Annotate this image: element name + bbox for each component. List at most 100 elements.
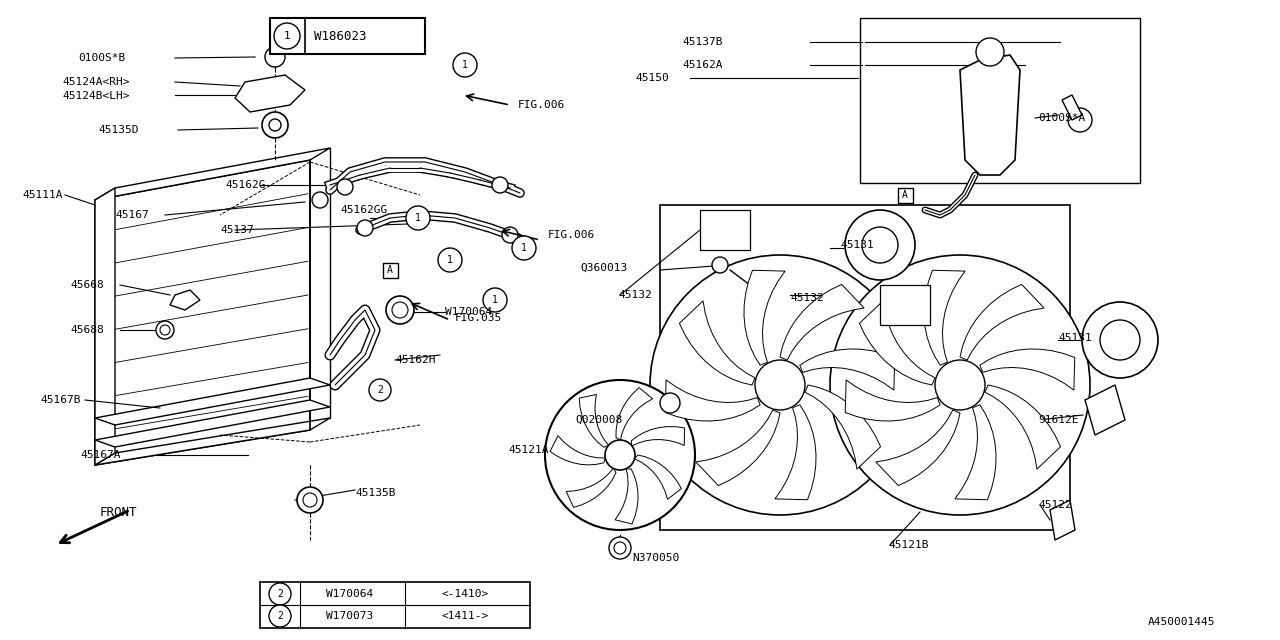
- Text: W170064: W170064: [326, 589, 374, 599]
- Polygon shape: [1085, 385, 1125, 435]
- Circle shape: [265, 47, 285, 67]
- Text: Q360013: Q360013: [580, 263, 627, 273]
- Polygon shape: [614, 468, 637, 524]
- Text: 45132: 45132: [618, 290, 652, 300]
- Polygon shape: [960, 284, 1044, 360]
- Text: 45162G: 45162G: [225, 180, 265, 190]
- Polygon shape: [236, 75, 305, 112]
- Bar: [700, 210, 750, 250]
- Polygon shape: [550, 436, 605, 465]
- Polygon shape: [170, 290, 200, 310]
- Circle shape: [650, 255, 910, 515]
- Circle shape: [660, 393, 680, 413]
- Bar: [860, 18, 1140, 183]
- Text: N370050: N370050: [632, 553, 680, 563]
- Circle shape: [387, 296, 413, 324]
- Text: 2: 2: [276, 589, 283, 599]
- Text: 0100S*A: 0100S*A: [1038, 113, 1085, 123]
- Text: 45167: 45167: [115, 210, 148, 220]
- Circle shape: [545, 380, 695, 530]
- Bar: [383, 262, 398, 278]
- Text: W170073: W170073: [326, 611, 374, 621]
- Circle shape: [755, 360, 805, 410]
- Circle shape: [861, 227, 899, 263]
- Bar: [260, 582, 530, 628]
- Text: W170064: W170064: [445, 307, 493, 317]
- Circle shape: [483, 288, 507, 312]
- Circle shape: [274, 23, 300, 49]
- Circle shape: [392, 302, 408, 318]
- Circle shape: [977, 38, 1004, 66]
- Polygon shape: [979, 349, 1075, 390]
- Circle shape: [269, 583, 291, 605]
- Circle shape: [512, 236, 536, 260]
- Circle shape: [609, 537, 631, 559]
- Bar: [270, 18, 425, 54]
- Text: FIG.006: FIG.006: [548, 230, 595, 240]
- Text: 45131: 45131: [840, 240, 874, 250]
- Polygon shape: [859, 301, 934, 385]
- Text: FRONT: FRONT: [100, 506, 137, 518]
- Text: Q020008: Q020008: [575, 415, 622, 425]
- Text: 1: 1: [521, 243, 527, 253]
- Polygon shape: [680, 301, 755, 385]
- Polygon shape: [960, 55, 1020, 175]
- Text: 1: 1: [492, 295, 498, 305]
- Text: 45111A: 45111A: [22, 190, 63, 200]
- Polygon shape: [95, 160, 310, 465]
- Circle shape: [453, 53, 477, 77]
- Polygon shape: [635, 455, 681, 499]
- Circle shape: [502, 227, 518, 243]
- Polygon shape: [845, 380, 941, 421]
- Text: 45668: 45668: [70, 280, 104, 290]
- Text: 45150: 45150: [635, 73, 668, 83]
- Text: 45167A: 45167A: [81, 450, 120, 460]
- Circle shape: [156, 321, 174, 339]
- Text: 45162H: 45162H: [396, 355, 435, 365]
- Text: 45137B: 45137B: [682, 37, 722, 47]
- Text: A450001445: A450001445: [1148, 617, 1216, 627]
- Bar: [881, 285, 931, 325]
- Polygon shape: [616, 388, 653, 440]
- Polygon shape: [876, 410, 960, 486]
- Text: 2: 2: [276, 611, 283, 621]
- Text: <1411->: <1411->: [442, 611, 489, 621]
- Polygon shape: [95, 400, 330, 447]
- Circle shape: [312, 192, 328, 208]
- Polygon shape: [986, 385, 1061, 469]
- Circle shape: [337, 179, 353, 195]
- Text: 45688: 45688: [70, 325, 104, 335]
- Circle shape: [269, 119, 282, 131]
- Circle shape: [269, 605, 291, 627]
- Text: W186023: W186023: [314, 29, 366, 42]
- Text: FIG.006: FIG.006: [518, 100, 566, 110]
- Polygon shape: [805, 385, 881, 469]
- Circle shape: [160, 325, 170, 335]
- Polygon shape: [1050, 500, 1075, 540]
- Circle shape: [845, 210, 915, 280]
- Polygon shape: [924, 270, 965, 365]
- Circle shape: [406, 206, 430, 230]
- Circle shape: [829, 255, 1091, 515]
- Text: 45167B: 45167B: [40, 395, 81, 405]
- Polygon shape: [95, 148, 330, 200]
- Polygon shape: [95, 378, 330, 425]
- Polygon shape: [95, 418, 330, 465]
- Text: 45135B: 45135B: [355, 488, 396, 498]
- Text: 45124B<LH>: 45124B<LH>: [61, 91, 129, 101]
- Polygon shape: [95, 188, 115, 465]
- Polygon shape: [800, 349, 895, 390]
- Polygon shape: [1062, 95, 1082, 120]
- Circle shape: [357, 220, 372, 236]
- Polygon shape: [580, 394, 608, 447]
- Circle shape: [492, 177, 508, 193]
- Circle shape: [934, 360, 986, 410]
- Text: 45121B: 45121B: [888, 540, 928, 550]
- Text: 45131: 45131: [1059, 333, 1092, 343]
- Text: 45124A<RH>: 45124A<RH>: [61, 77, 129, 87]
- Text: 45162GG: 45162GG: [340, 205, 388, 215]
- Polygon shape: [666, 380, 760, 421]
- Text: 91612E: 91612E: [1038, 415, 1079, 425]
- Text: 1: 1: [415, 213, 421, 223]
- Circle shape: [369, 379, 390, 401]
